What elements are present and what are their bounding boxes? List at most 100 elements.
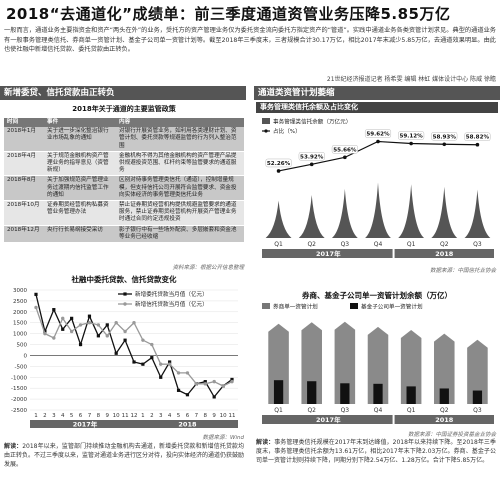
- legend-marker: [264, 129, 268, 133]
- data-label: 52.26%: [267, 161, 291, 167]
- x-tick-label: 3: [52, 413, 56, 419]
- trust-chart-source: 数据来源：中国信托业协会: [429, 268, 496, 274]
- data-point: [176, 371, 181, 375]
- data-label: 59.62%: [366, 132, 390, 138]
- legend-label: 新增委托贷款当月值（亿元）: [135, 290, 208, 298]
- data-label: 53.92%: [300, 154, 324, 160]
- policy-table-title: 2018年关于通道的主要监管政策: [72, 105, 176, 113]
- x-group-band: [30, 420, 238, 428]
- data-point: [78, 342, 83, 347]
- data-point: [194, 382, 199, 386]
- data-point: [221, 384, 225, 388]
- table-row: 2018年8月 关于加强规范资产管理业务过渡期内信托监管工作的通知 区别对待事务管理…: [4, 175, 244, 202]
- x-tick-label: Q1: [407, 241, 416, 248]
- right-note: 解读：事务管理类信托规模在2017年末到达峰值，2018年以来持续下降。至201…: [256, 438, 496, 480]
- y-tick-label: 2000: [13, 310, 27, 316]
- data-point: [141, 338, 145, 342]
- data-point: [123, 329, 127, 334]
- right-section-title: 通道类资管计划萎缩: [254, 86, 500, 100]
- trust-chart: 事务管理类信托余额（万亿元）占比（%） 52.26% 53.92% 55.66% 59.…: [262, 118, 494, 258]
- intro-paragraph: 一般而言，通道业务主要指资金和资产“两头在外”的业务，受托方的资产管理业务仅为委…: [4, 27, 496, 53]
- data-point: [150, 356, 154, 360]
- x-tick-label: Q4: [374, 407, 383, 414]
- x-tick-label: Q4: [374, 241, 383, 248]
- data-point: [203, 380, 207, 384]
- headline: 2018“去通道化”成绩单：前三季度通道资管业务压降5.85万亿: [6, 5, 451, 23]
- data-label: 58.82%: [466, 135, 490, 141]
- x-tick-label: 2: [43, 413, 47, 419]
- x-tick-label: 11: [122, 413, 129, 419]
- data-point: [230, 377, 234, 382]
- row-event: 央行行长易纲接受采访: [44, 225, 116, 244]
- data-point: [132, 360, 136, 364]
- left-note-title: 解读：: [4, 443, 23, 450]
- bar-fund: [406, 386, 416, 404]
- x-tick-label: Q1: [274, 241, 283, 248]
- x-group-label: 2018: [435, 250, 454, 258]
- x-tick-label: 6: [79, 413, 83, 419]
- row-event: 关于加强规范资产管理业务过渡期内信托监管工作的通知: [44, 175, 116, 202]
- x-tick-label: 1: [141, 413, 145, 419]
- data-label-box: [431, 132, 458, 141]
- bar-broker: [334, 321, 356, 404]
- left-note: 解读：2018年以来，监管部门持续推动金融机构去通道，新增委托贷款和新增信托贷款…: [4, 442, 244, 480]
- policy-table: 时间 事件 内容 2018年1月 关于进一步深化整治银行业市场乱象的通知 对银行开展…: [4, 118, 244, 244]
- data-point: [105, 323, 109, 327]
- bar-broker: [400, 329, 422, 404]
- row-event: 关于进一步深化整治银行业市场乱象的通知: [44, 127, 116, 152]
- data-point: [87, 314, 92, 318]
- legend-swatch: [350, 303, 358, 309]
- y-tick-label: 0: [24, 353, 28, 359]
- ratio-point: [309, 162, 314, 167]
- row-date: 2018年1月: [4, 127, 44, 152]
- data-label-box: [265, 158, 292, 168]
- x-group-label: 2017年: [73, 420, 98, 429]
- table-row: 2018年12月 央行行长易纲接受采访 影子银行中有一些场外配资、多层嵌套和资金池等…: [4, 225, 244, 244]
- data-point: [52, 308, 56, 312]
- x-tick-label: 10: [220, 413, 227, 419]
- data-point: [114, 351, 118, 355]
- header-event: 事件: [44, 118, 116, 128]
- bar-fund: [307, 381, 317, 404]
- data-point: [114, 321, 118, 325]
- x-tick-label: 3: [159, 413, 163, 419]
- x-tick-label: Q3: [341, 241, 350, 248]
- left-note-text: 2018年以来，监管部门持续推动金融机构去通道，新增委托贷款和新增信托贷款均由正…: [4, 443, 244, 468]
- data-point: [230, 379, 234, 384]
- series-line: [35, 294, 233, 399]
- x-tick-label: 9: [212, 413, 216, 419]
- bar-broker: [268, 323, 289, 404]
- ratio-point: [442, 142, 447, 147]
- x-tick-label: 8: [204, 413, 208, 419]
- y-tick-label: -1000: [11, 375, 27, 381]
- x-group-label: 2017年: [316, 249, 341, 258]
- y-tick-label: 1500: [13, 321, 27, 327]
- x-tick-label: 4: [168, 413, 172, 419]
- data-point: [96, 334, 100, 338]
- bar-broker: [301, 322, 322, 404]
- left-section-title: 新增委贷、信托贷款由正转负: [0, 86, 246, 100]
- data-point: [61, 316, 65, 321]
- x-tick-label: 1: [34, 413, 38, 419]
- row-content: 区别对待事务管理类信托（通道），控制增量规模，但支持信托公司开展符合监管要求、资…: [116, 175, 244, 202]
- x-tick-label: 2: [150, 413, 154, 419]
- y-tick-label: 500: [17, 343, 28, 349]
- data-point: [34, 292, 38, 296]
- bar-broker: [467, 339, 488, 404]
- data-point: [43, 329, 47, 334]
- y-tick-label: 2500: [13, 299, 27, 305]
- legend-label: 事务管理类信托余额（万亿元）: [273, 118, 351, 126]
- x-group-band: [262, 415, 393, 424]
- x-tick-label: 5: [70, 413, 74, 419]
- legend-label: 券商单一资管计划: [273, 303, 318, 311]
- data-point: [78, 323, 83, 327]
- x-tick-label: Q2: [307, 407, 316, 414]
- data-label-box: [364, 129, 391, 138]
- loan-chart: 3000 2500 2000 1500 1000 500 0 -500 -1000 -1500 -2…: [11, 288, 238, 429]
- x-group-label: 2018: [435, 416, 454, 424]
- trust-chart-title: 事务管理类信托余额及占比变化: [256, 102, 498, 113]
- x-tick-label: 8: [97, 413, 101, 419]
- x-tick-label: Q1: [407, 407, 416, 414]
- row-content: 影子银行中有一些场外配资、多层嵌套和资金池等业务已经收缩: [116, 225, 244, 244]
